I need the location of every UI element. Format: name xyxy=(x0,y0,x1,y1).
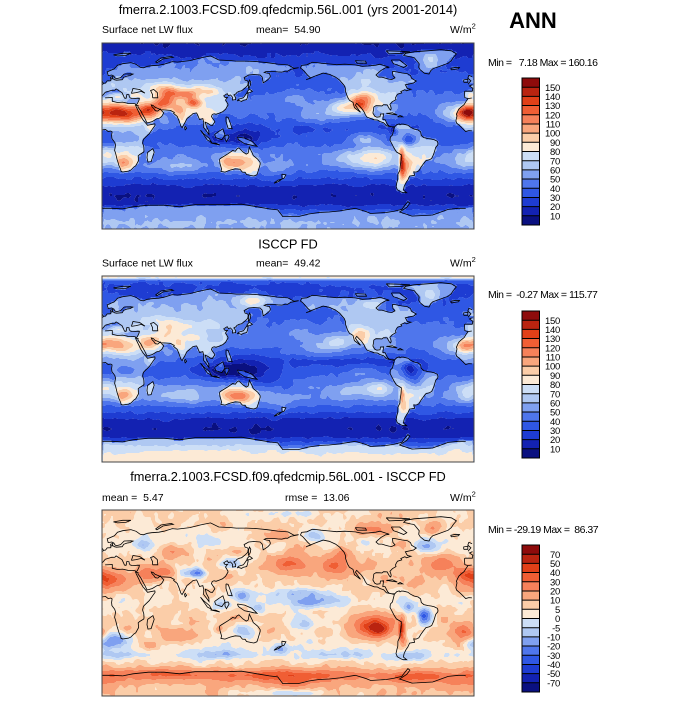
svg-text:40: 40 xyxy=(550,417,560,428)
svg-text:W/m2: W/m2 xyxy=(450,22,476,37)
svg-text:90: 90 xyxy=(550,371,560,382)
svg-text:10: 10 xyxy=(550,596,560,607)
svg-text:70: 70 xyxy=(550,550,560,561)
svg-text:70: 70 xyxy=(550,156,560,167)
svg-text:rmse = 13.06: rmse = 13.06 xyxy=(285,492,350,504)
svg-text:ANN: ANN xyxy=(509,8,557,33)
svg-text:140: 140 xyxy=(545,325,560,336)
svg-text:20: 20 xyxy=(550,435,560,446)
svg-text:20: 20 xyxy=(550,587,560,598)
svg-text:40: 40 xyxy=(550,184,560,195)
svg-text:60: 60 xyxy=(550,398,560,409)
svg-text:10: 10 xyxy=(550,444,560,455)
svg-text:80: 80 xyxy=(550,380,560,391)
svg-text:30: 30 xyxy=(550,193,560,204)
svg-text:110: 110 xyxy=(546,353,560,364)
svg-text:130: 130 xyxy=(545,334,560,345)
svg-text:W/m2: W/m2 xyxy=(450,255,476,270)
svg-text:Surface net LW flux: Surface net LW flux xyxy=(102,258,194,270)
svg-text:60: 60 xyxy=(550,165,560,176)
svg-text:50: 50 xyxy=(550,175,560,186)
svg-text:120: 120 xyxy=(545,343,560,354)
svg-text:20: 20 xyxy=(550,202,560,213)
svg-text:fmerra.2.1003.FCSD.f09.qfedcmi: fmerra.2.1003.FCSD.f09.qfedcmip.56L.001 … xyxy=(119,2,458,17)
svg-text:-70: -70 xyxy=(547,678,560,689)
svg-text:W/m2: W/m2 xyxy=(450,490,476,505)
svg-text:30: 30 xyxy=(550,577,560,588)
svg-text:mean= 49.42: mean= 49.42 xyxy=(256,258,321,270)
svg-text:80: 80 xyxy=(550,147,560,158)
svg-text:100: 100 xyxy=(545,129,560,140)
svg-text:140: 140 xyxy=(545,92,560,103)
svg-text:0: 0 xyxy=(555,614,560,625)
svg-text:5: 5 xyxy=(555,605,560,616)
svg-text:-40: -40 xyxy=(547,660,560,671)
svg-text:mean= 54.90: mean= 54.90 xyxy=(256,24,321,36)
svg-text:70: 70 xyxy=(550,389,560,400)
svg-text:100: 100 xyxy=(545,362,560,373)
svg-text:50: 50 xyxy=(550,559,560,570)
svg-text:Min = -0.27 Max = 115.77: Min = -0.27 Max = 115.77 xyxy=(488,289,598,301)
svg-text:fmerra.2.1003.FCSD.f09.qfedcmi: fmerra.2.1003.FCSD.f09.qfedcmip.56L.001 … xyxy=(130,469,446,484)
svg-text:10: 10 xyxy=(550,211,560,222)
svg-text:mean = 5.47: mean = 5.47 xyxy=(102,492,164,504)
svg-text:-30: -30 xyxy=(547,651,560,662)
svg-text:-20: -20 xyxy=(547,642,560,653)
svg-text:40: 40 xyxy=(550,568,560,579)
svg-text:150: 150 xyxy=(545,316,560,327)
svg-text:120: 120 xyxy=(545,110,560,121)
svg-text:Min = 7.18 Max = 160.16: Min = 7.18 Max = 160.16 xyxy=(488,57,598,69)
svg-text:30: 30 xyxy=(550,426,560,437)
svg-text:-10: -10 xyxy=(547,632,560,643)
svg-text:-50: -50 xyxy=(547,669,560,680)
svg-text:Surface net LW flux: Surface net LW flux xyxy=(102,24,194,36)
svg-text:-5: -5 xyxy=(552,623,560,634)
svg-text:50: 50 xyxy=(550,408,560,419)
svg-text:Min = -29.19 Max = 86.37: Min = -29.19 Max = 86.37 xyxy=(488,524,599,536)
svg-text:110: 110 xyxy=(546,120,560,131)
svg-text:ISCCP FD: ISCCP FD xyxy=(258,237,318,252)
svg-text:150: 150 xyxy=(545,83,560,94)
svg-text:130: 130 xyxy=(545,101,560,112)
svg-text:90: 90 xyxy=(550,138,560,149)
